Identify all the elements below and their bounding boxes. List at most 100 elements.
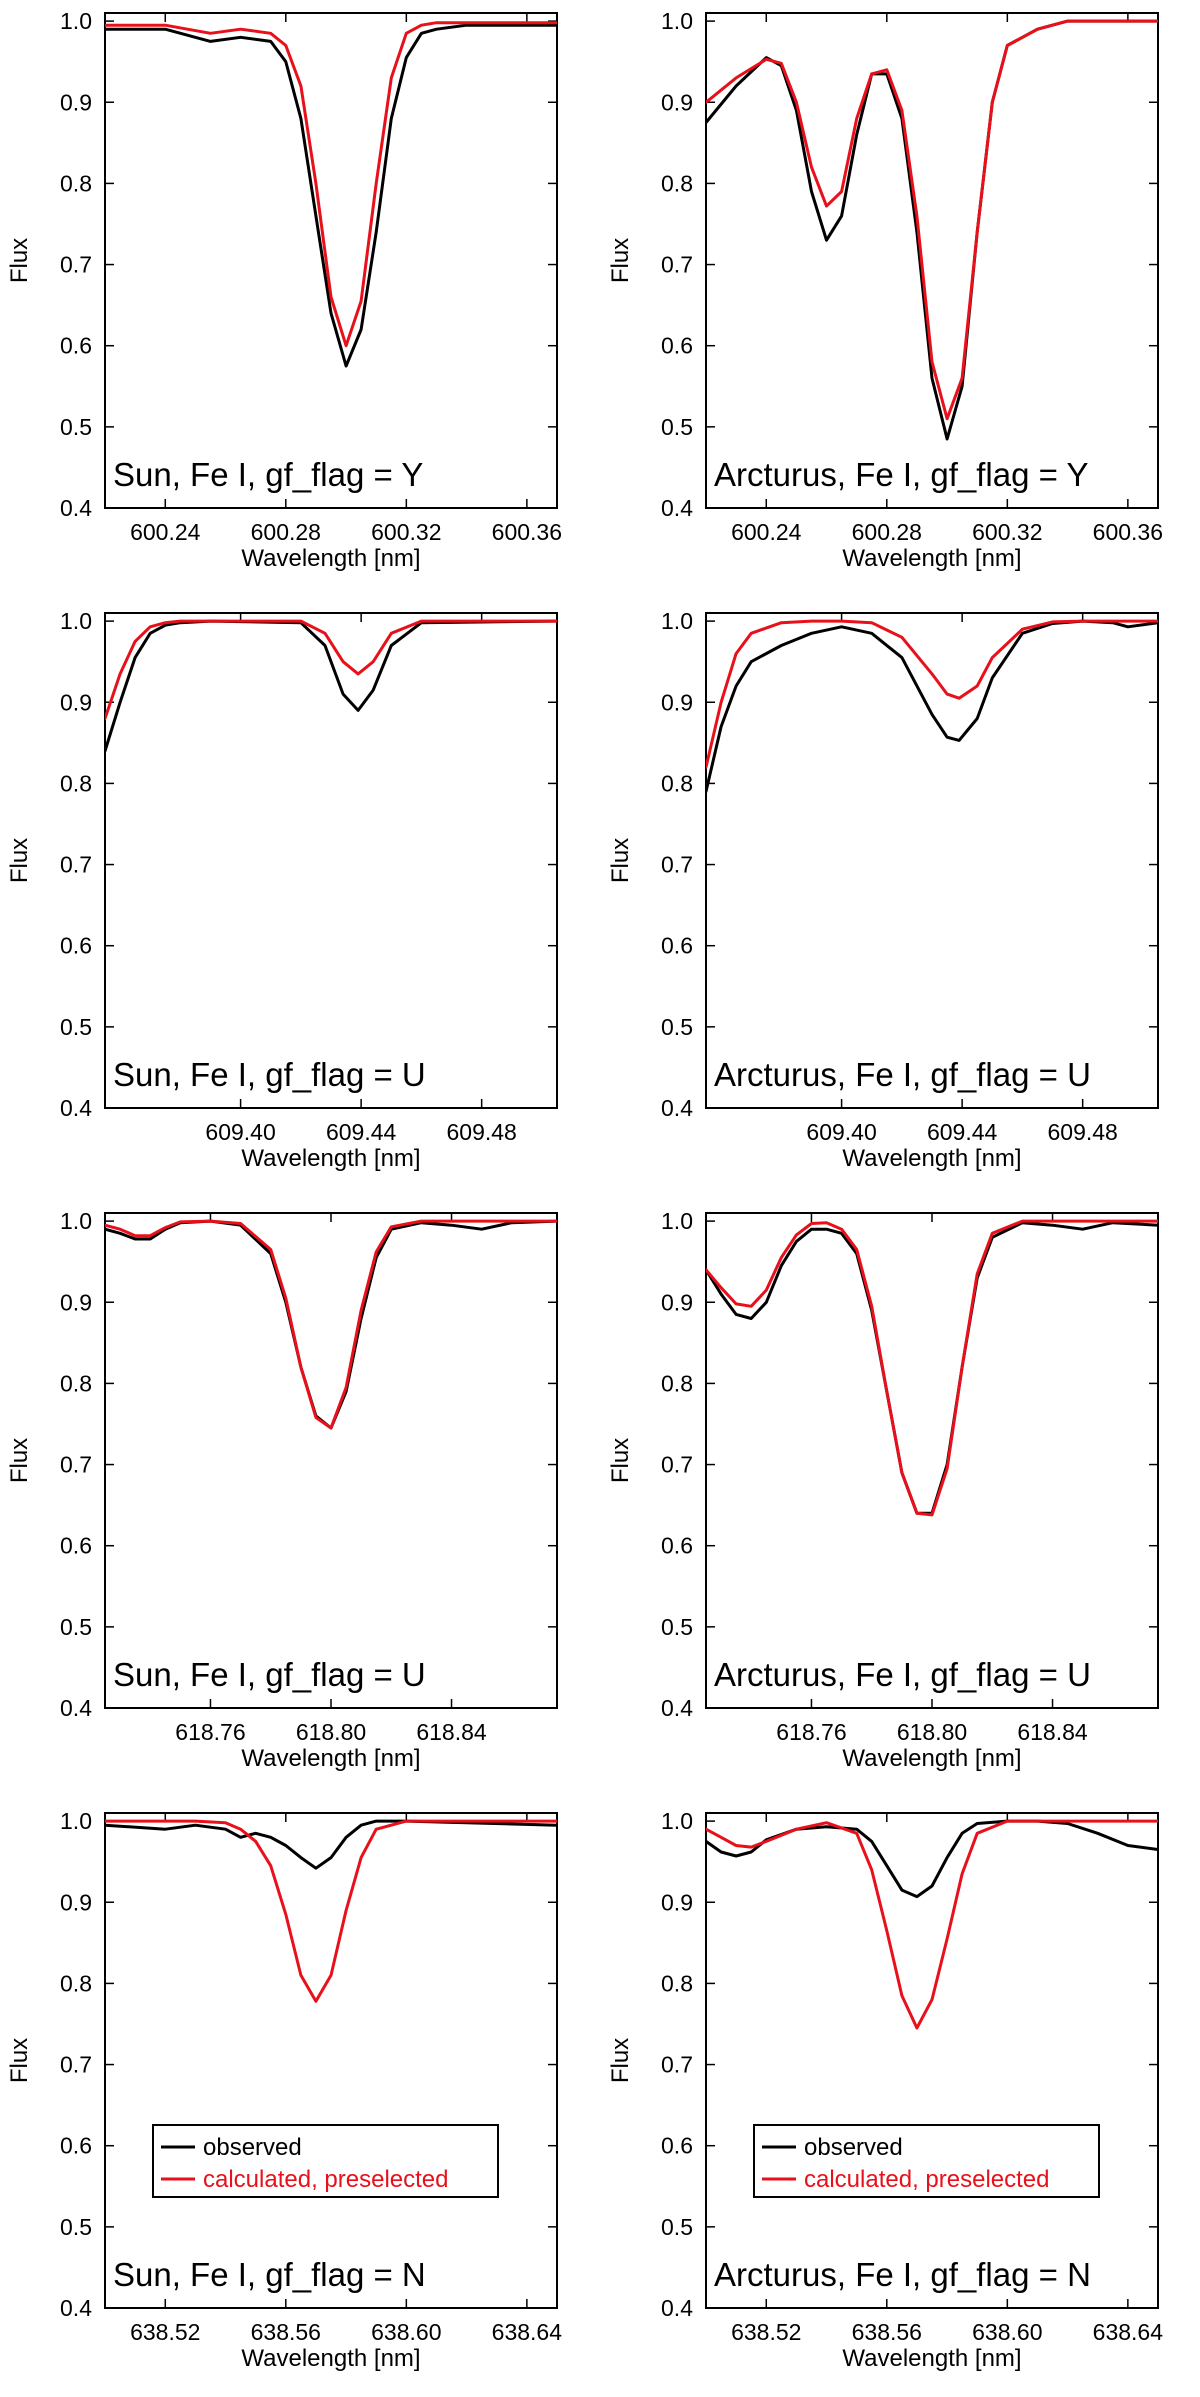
y-tick-label: 0.6 [60,933,92,959]
y-tick-label: 0.7 [661,252,693,278]
y-tick-label: 0.5 [661,414,693,440]
y-tick-label: 1.0 [60,1208,92,1234]
series-line-calculated [105,619,557,720]
y-tick-label: 0.9 [60,1289,92,1315]
y-axis-label: Flux [607,2038,634,2083]
y-tick-label: 0.7 [661,852,693,878]
legend-label: calculated, preselected [203,2166,448,2193]
panel-8: 0.4 0.5 0.6 0.7 0.8 0.9 1.0 638.52 638.56 638.60 6… [607,1808,1163,2372]
y-tick-label: 1.0 [60,8,92,34]
panel-4: 0.4 0.5 0.6 0.7 0.8 0.9 1.0 609.40 609.44 609.48 W… [607,608,1159,1172]
x-axis-label: Wavelength [nm] [241,2345,420,2372]
series-line-observed [706,619,1158,793]
y-tick-label: 0.5 [661,2214,693,2240]
y-tick-label: 0.6 [661,933,693,959]
legend-label: observed [203,2134,302,2161]
series-line-calculated [105,1219,557,1430]
y-axis-label: Flux [6,838,33,883]
panel-1: 0.4 0.5 0.6 0.7 0.8 0.9 1.0 600.24 600.28 600.32 6… [6,8,562,572]
x-tick-label: 609.48 [1047,1119,1117,1145]
x-tick-label: 638.60 [371,2319,441,2345]
y-tick-label: 0.9 [60,689,92,715]
x-axis-label: Wavelength [nm] [842,2345,1021,2372]
panel-7: 0.4 0.5 0.6 0.7 0.8 0.9 1.0 638.52 638.56 638.60 6… [6,1808,562,2372]
legend-label: calculated, preselected [804,2166,1049,2193]
x-tick-label: 618.76 [776,1719,846,1745]
x-tick-label: 609.48 [446,1119,516,1145]
y-axis-label: Flux [607,238,634,283]
x-tick-label: 638.56 [251,2319,321,2345]
y-tick-label: 0.9 [60,89,92,115]
panel-label: Sun, Fe I, gf_flag = N [113,2256,426,2293]
y-tick-label: 0.7 [60,2052,92,2078]
y-axis-label: Flux [6,1438,33,1483]
x-tick-label: 600.36 [1093,519,1163,545]
series-line-observed [706,1819,1158,1899]
x-tick-label: 618.80 [897,1719,967,1745]
x-tick-label: 609.40 [806,1119,876,1145]
x-tick-label: 638.64 [492,2319,563,2345]
panel-3: 0.4 0.5 0.6 0.7 0.8 0.9 1.0 609.40 609.44 609.48 W… [6,608,558,1172]
y-tick-label: 0.9 [60,1889,92,1915]
y-tick-label: 0.8 [60,770,92,796]
y-tick-label: 0.6 [60,2133,92,2159]
y-tick-label: 0.9 [661,89,693,115]
series-line-observed [105,1219,557,1430]
series-line-observed [105,1819,557,1870]
y-tick-label: 0.6 [60,333,92,359]
panel-label: Sun, Fe I, gf_flag = U [113,1656,426,1693]
x-tick-label: 609.40 [205,1119,275,1145]
y-tick-label: 0.6 [60,1533,92,1559]
y-tick-label: 0.7 [661,1452,693,1478]
x-tick-label: 618.76 [175,1719,245,1745]
panel-label: Sun, Fe I, gf_flag = U [113,1056,426,1093]
series-line-observed [706,1221,1158,1515]
y-tick-label: 0.4 [60,1095,92,1121]
x-tick-label: 618.84 [416,1719,487,1745]
series-line-calculated [706,619,1158,769]
panel-2: 0.4 0.5 0.6 0.7 0.8 0.9 1.0 600.24 600.28 600.32 6… [607,8,1163,572]
plot-frame [705,12,1159,509]
plot-frame [104,612,558,1109]
y-tick-label: 0.4 [661,2295,693,2321]
y-tick-label: 0.9 [661,1889,693,1915]
x-axis-label: Wavelength [nm] [241,1745,420,1772]
series-line-calculated [706,19,1158,421]
legend-box [152,2124,499,2198]
series-line-observed [105,23,557,368]
series-line-calculated [105,21,557,348]
y-tick-label: 0.5 [661,1014,693,1040]
y-tick-label: 0.6 [661,2133,693,2159]
y-tick-label: 0.5 [60,414,92,440]
y-tick-label: 0.4 [60,1695,92,1721]
y-axis-label: Flux [6,2038,33,2083]
series-line-calculated [105,1819,557,2003]
legend-box [753,2124,1100,2198]
x-tick-label: 638.60 [972,2319,1042,2345]
x-tick-label: 638.64 [1093,2319,1164,2345]
x-tick-label: 618.84 [1017,1719,1088,1745]
y-tick-label: 0.5 [60,1614,92,1640]
x-tick-label: 600.28 [251,519,321,545]
legend: observed calculated, preselected [152,2124,499,2198]
panel-5: 0.4 0.5 0.6 0.7 0.8 0.9 1.0 618.76 618.80 618.84W… [6,1208,558,1772]
y-tick-label: 1.0 [661,1208,693,1234]
y-tick-label: 0.4 [661,1095,693,1121]
plot-frame [705,612,1159,1109]
panel-label: Arcturus, Fe I, gf_flag = Y [714,456,1089,493]
y-tick-label: 1.0 [60,608,92,634]
y-axis-label: Flux [607,1438,634,1483]
y-tick-label: 0.7 [60,852,92,878]
x-axis-label: Wavelength [nm] [842,1745,1021,1772]
plot-frame [705,1812,1159,2309]
y-tick-label: 0.5 [60,1014,92,1040]
y-tick-label: 0.8 [661,170,693,196]
series-line-calculated [706,1219,1158,1517]
x-axis-label: Wavelength [nm] [842,545,1021,572]
panel-6: 0.4 0.5 0.6 0.7 0.8 0.9 1.0 618.76 618.80 618.84W… [607,1208,1159,1772]
x-tick-label: 638.52 [130,2319,200,2345]
plot-frame [104,1212,558,1709]
y-tick-label: 0.6 [661,333,693,359]
y-tick-label: 0.4 [661,1695,693,1721]
